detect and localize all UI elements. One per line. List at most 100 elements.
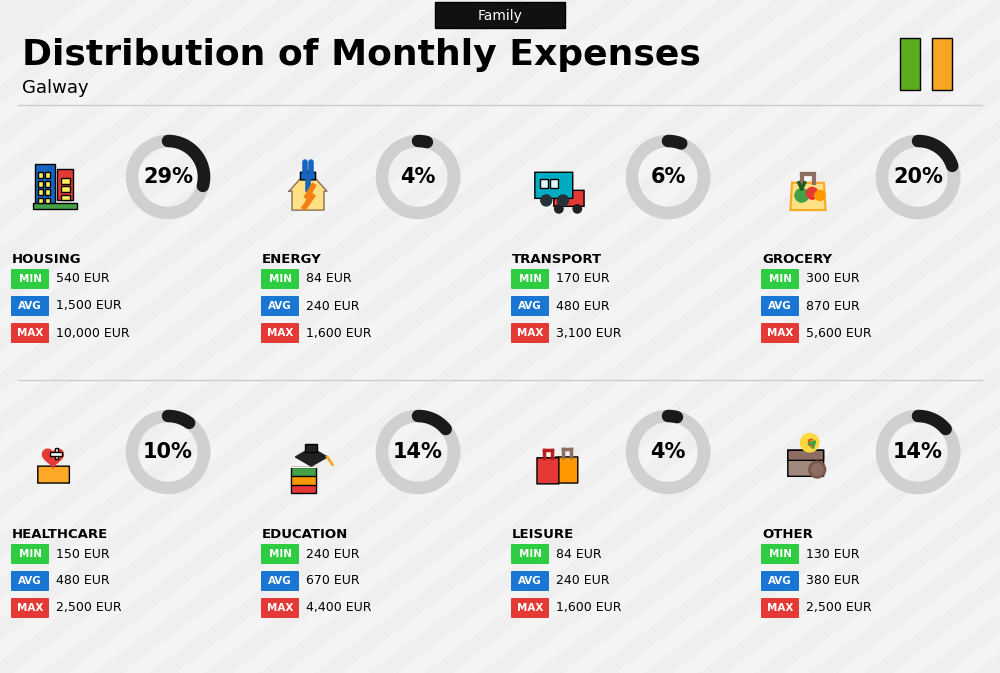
Text: 5,600 EUR: 5,600 EUR [806, 326, 872, 339]
Text: AVG: AVG [18, 301, 42, 311]
Text: 4%: 4% [650, 442, 686, 462]
Text: MAX: MAX [17, 328, 43, 338]
FancyBboxPatch shape [45, 197, 50, 203]
Text: AVG: AVG [768, 576, 792, 586]
Text: MAX: MAX [267, 328, 293, 338]
FancyBboxPatch shape [511, 571, 549, 591]
Text: 2,500 EUR: 2,500 EUR [806, 602, 872, 614]
FancyBboxPatch shape [61, 186, 70, 192]
Text: 6%: 6% [650, 167, 686, 187]
Text: AVG: AVG [268, 576, 292, 586]
Text: MIN: MIN [18, 549, 42, 559]
FancyBboxPatch shape [11, 571, 49, 591]
FancyBboxPatch shape [38, 189, 43, 195]
Text: MAX: MAX [17, 603, 43, 613]
Circle shape [811, 464, 823, 475]
FancyBboxPatch shape [61, 178, 70, 184]
Text: ENERGY: ENERGY [262, 253, 322, 266]
FancyBboxPatch shape [38, 172, 43, 178]
Text: TRANSPORT: TRANSPORT [512, 253, 602, 266]
Text: 380 EUR: 380 EUR [806, 575, 860, 588]
FancyBboxPatch shape [38, 180, 43, 186]
Text: HOUSING: HOUSING [12, 253, 82, 266]
FancyBboxPatch shape [761, 598, 799, 618]
FancyBboxPatch shape [61, 194, 70, 201]
FancyBboxPatch shape [540, 180, 548, 188]
FancyBboxPatch shape [511, 323, 549, 343]
Text: OTHER: OTHER [762, 528, 813, 541]
Text: 1,600 EUR: 1,600 EUR [306, 326, 372, 339]
FancyBboxPatch shape [550, 180, 558, 188]
Text: 3,100 EUR: 3,100 EUR [556, 326, 622, 339]
FancyBboxPatch shape [435, 2, 565, 28]
FancyBboxPatch shape [761, 544, 799, 564]
Text: AVG: AVG [518, 301, 542, 311]
Text: MIN: MIN [518, 274, 542, 284]
Text: AVG: AVG [268, 301, 292, 311]
Text: 170 EUR: 170 EUR [556, 273, 610, 285]
Circle shape [573, 205, 582, 213]
FancyBboxPatch shape [537, 458, 559, 484]
FancyBboxPatch shape [900, 38, 920, 90]
Circle shape [809, 461, 826, 478]
FancyBboxPatch shape [291, 475, 316, 485]
FancyBboxPatch shape [261, 598, 299, 618]
Text: 4%: 4% [400, 167, 436, 187]
FancyBboxPatch shape [511, 296, 549, 316]
Circle shape [555, 205, 563, 213]
FancyBboxPatch shape [45, 172, 50, 178]
FancyBboxPatch shape [556, 457, 578, 483]
Text: MAX: MAX [767, 603, 793, 613]
FancyBboxPatch shape [11, 598, 49, 618]
FancyBboxPatch shape [11, 269, 49, 289]
Text: 240 EUR: 240 EUR [306, 299, 360, 312]
Text: LEISURE: LEISURE [512, 528, 574, 541]
FancyBboxPatch shape [554, 190, 584, 207]
FancyBboxPatch shape [761, 269, 799, 289]
Text: 20%: 20% [893, 167, 943, 187]
Circle shape [815, 190, 825, 201]
FancyBboxPatch shape [11, 544, 49, 564]
FancyBboxPatch shape [38, 466, 69, 483]
FancyBboxPatch shape [261, 269, 299, 289]
Text: 14%: 14% [893, 442, 943, 462]
FancyBboxPatch shape [261, 544, 299, 564]
FancyBboxPatch shape [291, 467, 316, 476]
Text: 14%: 14% [393, 442, 443, 462]
Text: 29%: 29% [143, 167, 193, 187]
Text: MIN: MIN [268, 549, 292, 559]
FancyBboxPatch shape [511, 544, 549, 564]
Text: AVG: AVG [518, 576, 542, 586]
Polygon shape [305, 186, 313, 207]
Text: 300 EUR: 300 EUR [806, 273, 860, 285]
Circle shape [800, 433, 819, 452]
Text: 240 EUR: 240 EUR [556, 575, 610, 588]
FancyBboxPatch shape [305, 444, 317, 452]
Text: 4,400 EUR: 4,400 EUR [306, 602, 372, 614]
FancyBboxPatch shape [50, 452, 62, 456]
Text: 150 EUR: 150 EUR [56, 548, 110, 561]
Text: MIN: MIN [18, 274, 42, 284]
Text: MAX: MAX [517, 603, 543, 613]
Circle shape [806, 187, 818, 199]
Text: 1,500 EUR: 1,500 EUR [56, 299, 122, 312]
Polygon shape [295, 448, 327, 466]
FancyBboxPatch shape [261, 323, 299, 343]
FancyBboxPatch shape [55, 448, 58, 460]
FancyBboxPatch shape [511, 269, 549, 289]
FancyBboxPatch shape [761, 296, 799, 316]
Text: Galway: Galway [22, 79, 89, 97]
FancyBboxPatch shape [35, 164, 55, 204]
FancyBboxPatch shape [261, 571, 299, 591]
FancyBboxPatch shape [300, 172, 316, 180]
Polygon shape [289, 170, 327, 210]
Text: AVG: AVG [768, 301, 792, 311]
Text: 540 EUR: 540 EUR [56, 273, 110, 285]
Text: AVG: AVG [18, 576, 42, 586]
Text: 10%: 10% [143, 442, 193, 462]
Text: 480 EUR: 480 EUR [556, 299, 610, 312]
FancyBboxPatch shape [761, 323, 799, 343]
FancyBboxPatch shape [511, 598, 549, 618]
FancyBboxPatch shape [788, 450, 824, 476]
Text: MAX: MAX [767, 328, 793, 338]
